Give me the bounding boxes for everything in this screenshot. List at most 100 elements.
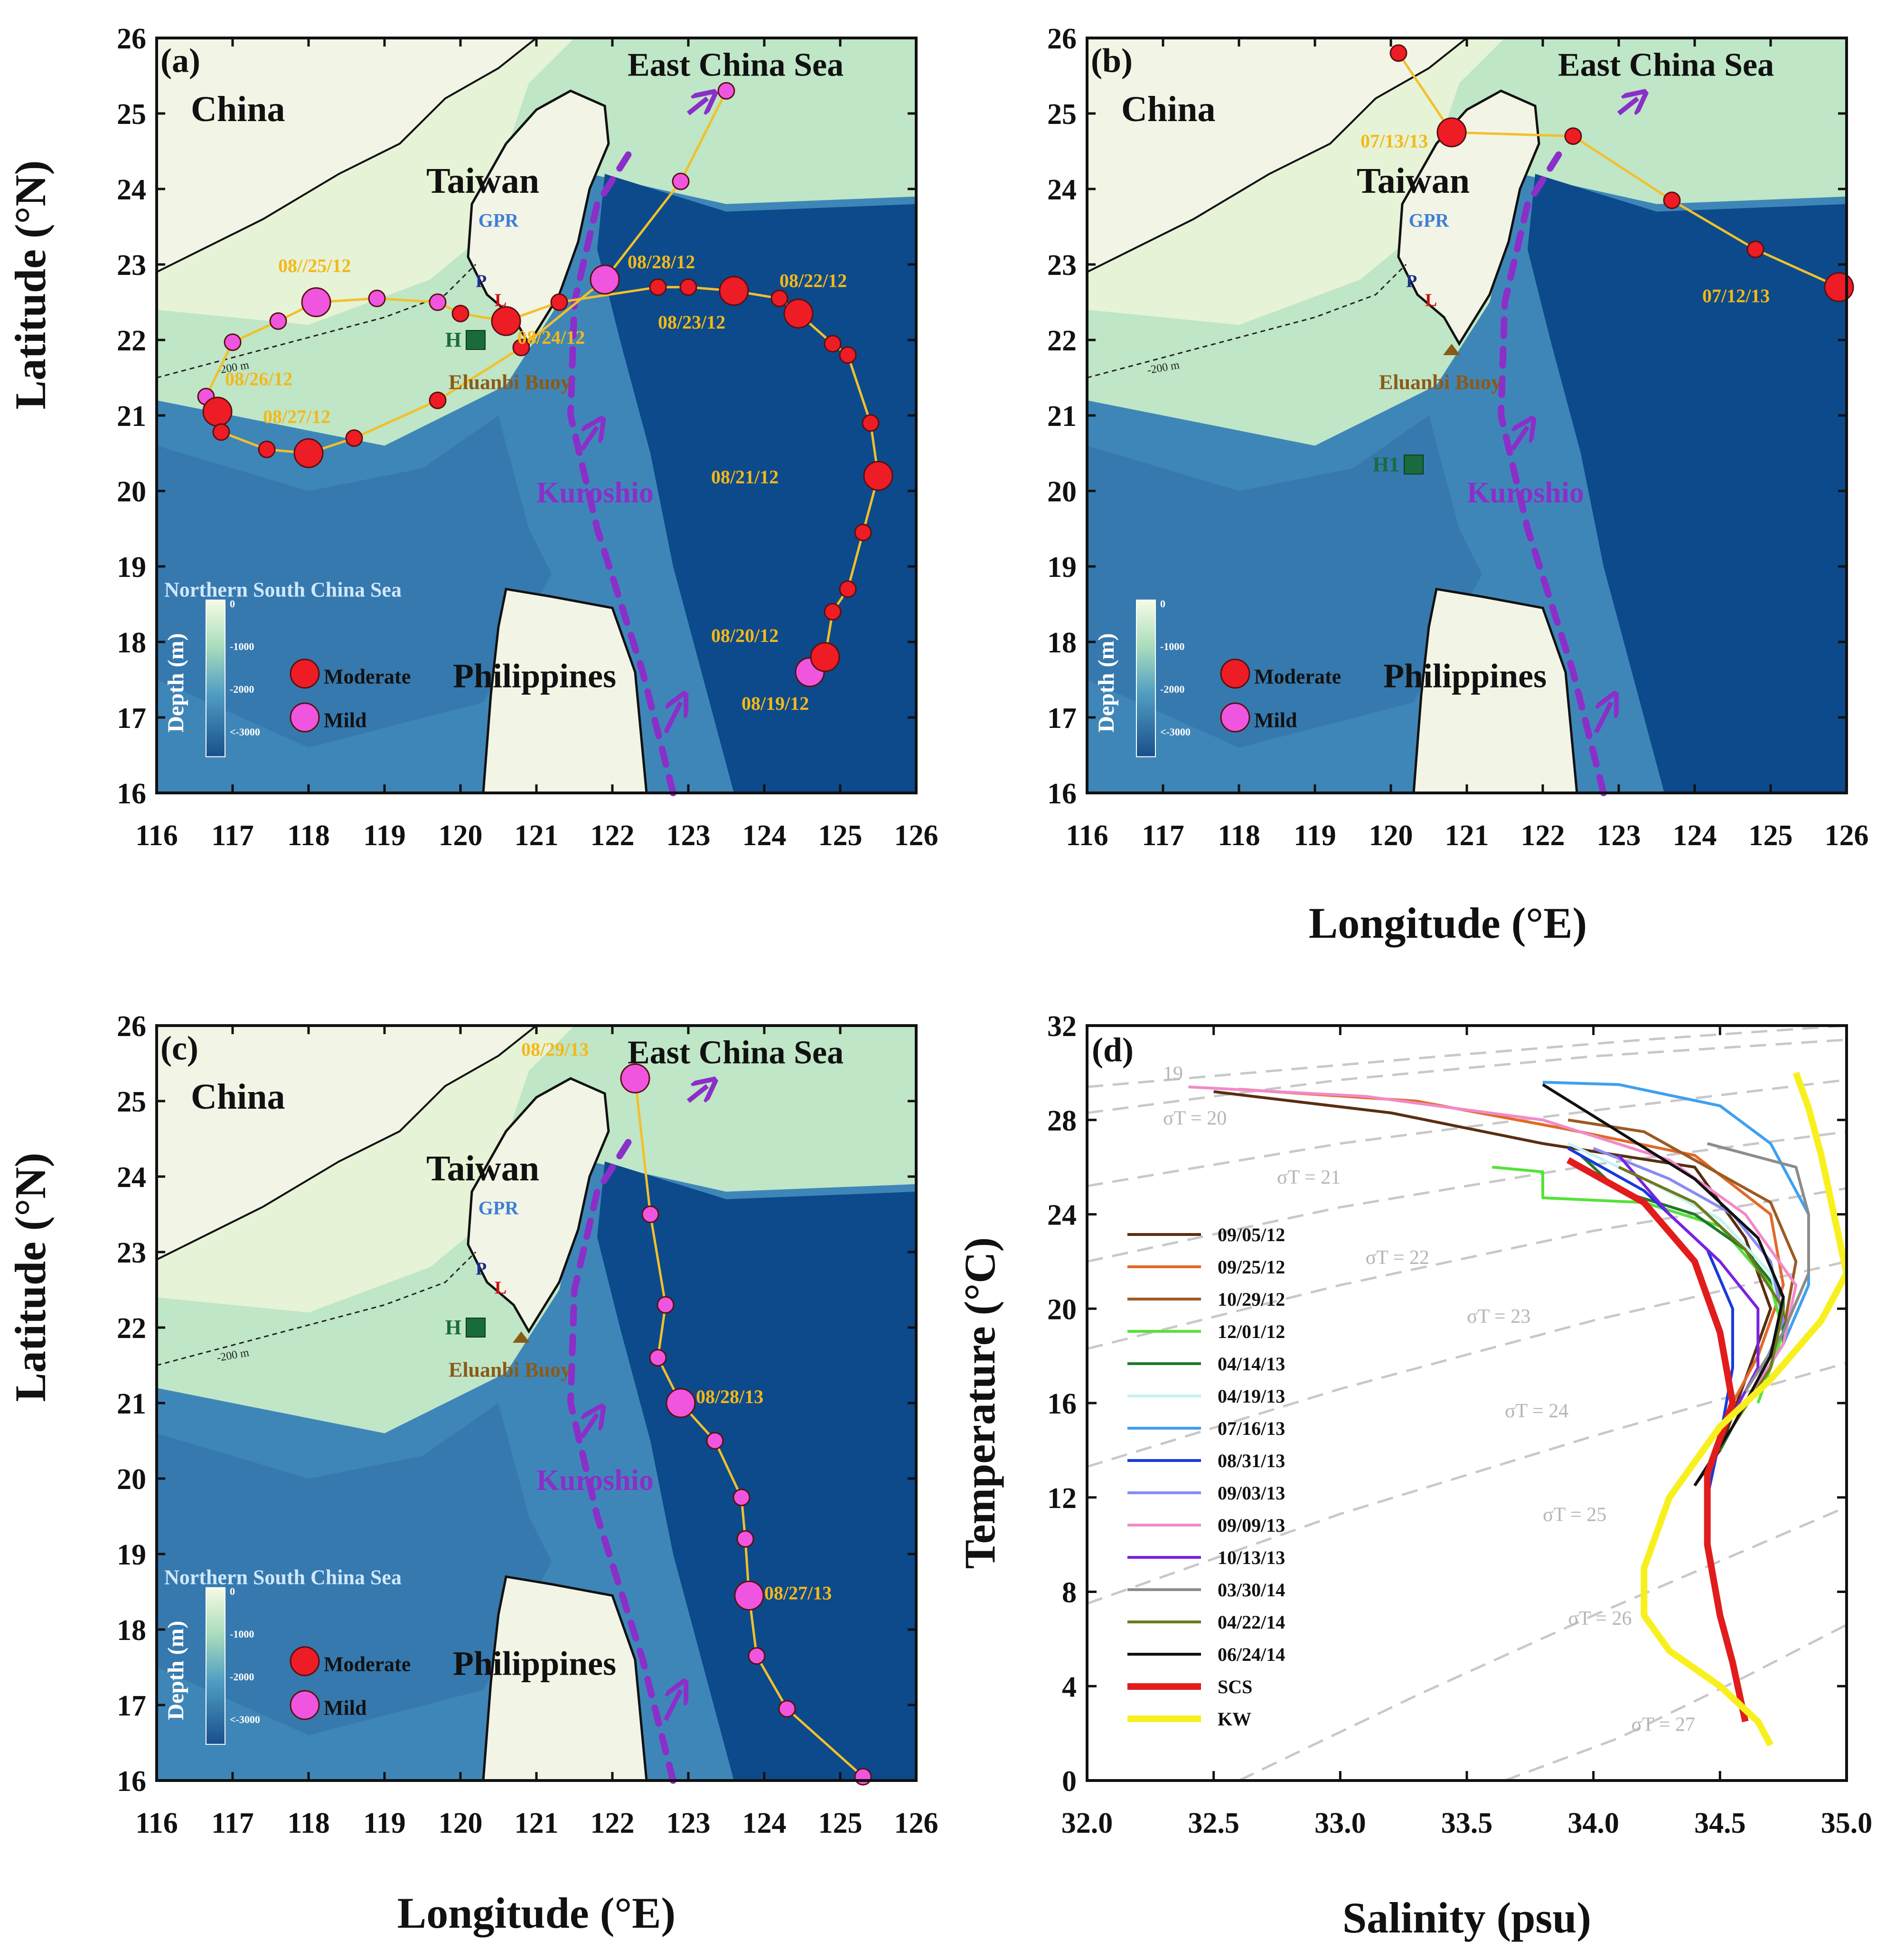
track-date-label: 08/27/13 [764,1582,832,1603]
isopycnal-label: σT = 22 [1366,1247,1429,1269]
track-point [345,429,363,447]
depth-colorbar-title: Depth (m) [163,1621,188,1720]
lon-tick-label: 122 [1521,820,1565,852]
lat-tick-label: 16 [117,778,146,810]
track-point [590,264,620,295]
lat-tick-label: 23 [1047,249,1077,282]
scs-basin [157,1403,552,1735]
ts-legend-label: 07/16/13 [1218,1418,1285,1439]
station-marker [1404,454,1424,475]
isopycnal-label: σT = 27 [1632,1714,1695,1736]
track-point [854,1768,872,1786]
taiwan-label: Taiwan [1357,161,1470,201]
contour-200m-line [156,1251,477,1366]
kuroshio-arrow-2 [686,98,707,115]
depth-tick: -2000 [1160,683,1184,695]
kuroshio-path [1497,140,1607,796]
lon-tick-label: 126 [894,1807,938,1839]
track-point [1436,117,1467,148]
ts-x-axis-title: Salinity (psu) [1342,1894,1591,1942]
l-label: L [495,1278,507,1298]
station-marker [466,330,486,350]
east-china-sea-label: East China Sea [1558,47,1774,84]
track-date-label: 08/29/13 [521,1039,589,1060]
ts-series-line [1641,1072,1847,1747]
track-point [258,441,276,459]
isopycnal-line [1087,1260,1847,1468]
ts-x-tick-label: 33.5 [1441,1807,1493,1839]
isopycnal-label: σT = 23 [1467,1306,1530,1328]
track-point [706,1432,724,1450]
ts-x-tick-label: 32.0 [1061,1807,1113,1839]
taiwan-landmass [467,1077,610,1334]
depth-colorbar [1136,599,1156,757]
lat-tick-label: 25 [117,1086,146,1118]
track-point [429,293,447,311]
ts-x-tick-label: 34.5 [1694,1807,1746,1839]
depth-colorbar [206,599,225,757]
lat-tick-label: 16 [117,1765,146,1798]
contour-200m-line [1087,264,1407,378]
lon-tick-label: 116 [1066,820,1108,852]
track-point [368,290,386,308]
ts-legend-label: 03/30/14 [1218,1579,1285,1601]
isopycnal-line [1087,1187,1847,1350]
track-date-label: 08//25/12 [278,255,351,276]
lat-tick-label: 24 [117,174,146,206]
lat-tick-label: 21 [117,400,146,433]
lat-tick-label: 21 [1047,400,1077,433]
ts-plot-background [1087,1026,1847,1781]
depth-tick: -1000 [230,1628,254,1640]
ts-series-line [1566,1157,1749,1723]
ts-diagram-panel: 19 σT = 20 σT = 21 σT = 22 σT = 23 σT = 24 σT … [956,1010,1872,1942]
lat-tick-label: 23 [117,249,146,282]
lon-tick-label: 120 [439,1807,483,1839]
track-point [672,172,690,190]
lon-tick-label: 126 [1825,820,1869,852]
track-date-label: 08/20/12 [711,625,779,646]
depth-tick: -2000 [230,683,254,695]
station-label: H1 [1373,452,1399,476]
panel-tag: (a) [160,42,200,80]
depth-tick: 0 [230,598,235,610]
lat-tick-label: 26 [117,1010,146,1043]
lat-tick-label: 26 [117,23,146,55]
deep-ocean [1528,174,1847,793]
lon-tick-label: 123 [666,820,711,852]
lon-tick-label: 125 [818,1807,863,1839]
lat-tick-label: 19 [117,551,146,584]
depth-colorbar [206,1587,225,1745]
depth-colorbar-title: Depth (m) [1094,633,1119,733]
track-point [732,1489,750,1507]
track-point [863,461,893,491]
buoy-label: Eluanbi Buoy [1379,370,1501,394]
legend-moderate-icon [290,1646,320,1677]
track-point [1824,272,1854,302]
kuroshio-arrow-0 [1594,702,1611,734]
isopycnal-label: σT = 26 [1568,1608,1632,1630]
ts-legend-label: 10/29/12 [1218,1289,1285,1310]
depth-colorbar-title: Depth (m) [163,633,188,733]
ts-legend-label: 09/25/12 [1218,1256,1285,1278]
china-label: China [191,1077,285,1117]
typhoon-track-line [634,1078,864,1778]
china-landmass [156,1025,539,1262]
legend-mild-icon [290,702,320,733]
depth-tick: <-3000 [1160,726,1191,738]
station-marker [466,1318,486,1338]
track-date-label: 08/28/12 [628,251,695,273]
kuroshio-arrow-1 [1510,427,1528,451]
ts-panel-tag: (d) [1092,1031,1134,1069]
gpr-label: GPR [1409,210,1450,231]
legend-mild-label: Mild [1254,709,1297,732]
panel-tag: (c) [160,1029,198,1067]
ts-legend-label: 10/13/13 [1218,1547,1285,1568]
track-point [451,304,469,322]
lon-tick-label: 121 [1445,820,1489,852]
station-label: H [445,328,461,351]
y-axis-title-c: Latitude (°N) [6,1153,55,1402]
track-point [783,298,814,329]
track-date-label: 07/12/13 [1702,285,1770,307]
lon-tick-label: 117 [211,1807,254,1839]
lon-tick-label: 120 [439,820,483,852]
